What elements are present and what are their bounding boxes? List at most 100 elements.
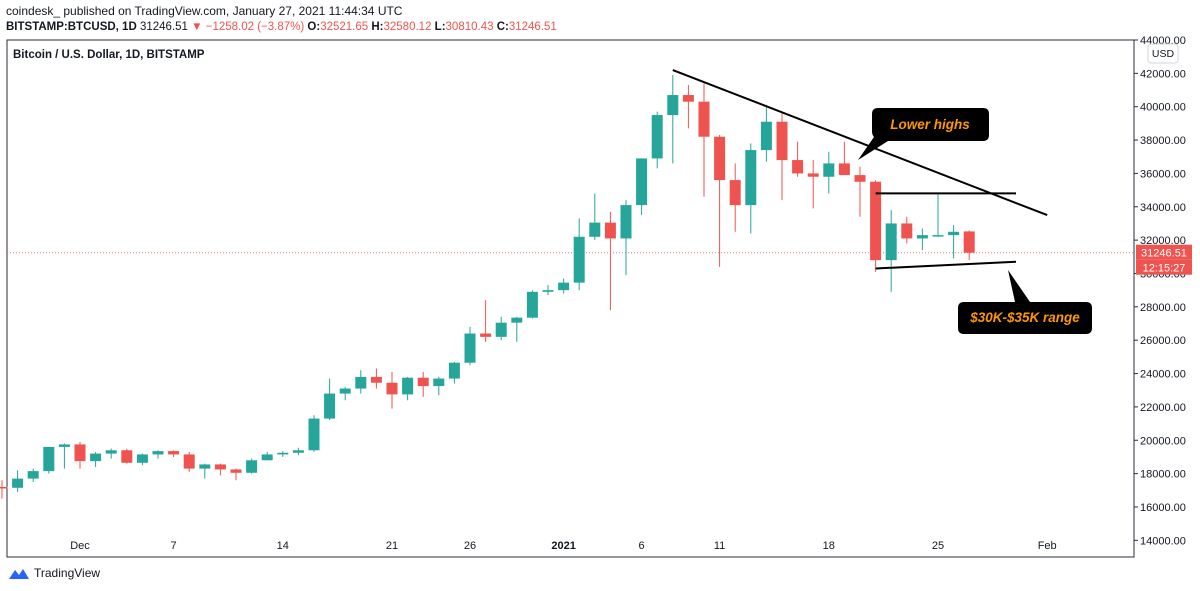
price-tick-label: 38000.00: [1140, 135, 1186, 147]
candle: [417, 371, 429, 397]
candle-body: [604, 222, 616, 239]
candle: [542, 285, 554, 296]
candle-body: [480, 333, 492, 337]
candle-body: [963, 231, 975, 253]
range-label: $30K-$35K range: [969, 310, 1080, 325]
last-price-tag: [1136, 244, 1192, 260]
close-value: 31246.51: [508, 21, 557, 33]
candle-body: [277, 452, 289, 455]
candle-body: [43, 446, 55, 472]
candle: [261, 451, 273, 461]
candle-body: [558, 282, 570, 291]
candle: [526, 290, 538, 319]
candle-body: [168, 451, 180, 455]
candle-body: [246, 460, 258, 473]
candle-body: [90, 453, 102, 462]
price-tick-label: 16000.00: [1140, 502, 1186, 514]
candle-body: [324, 393, 336, 419]
candle: [745, 143, 757, 234]
range-support: [875, 260, 1017, 270]
candle-body: [620, 205, 632, 239]
last-price-value: 31246.51: [139, 21, 188, 33]
candle-body: [714, 136, 726, 181]
candle: [932, 193, 944, 237]
time-tick-label: 21: [386, 540, 398, 552]
price-tick-label: 22000.00: [1140, 402, 1186, 414]
price-tick-label: 32000.00: [1140, 235, 1186, 247]
candle: [885, 210, 897, 292]
candle: [183, 451, 195, 472]
symbol-label: BITSTAMP:BTCUSD, 1D: [6, 21, 137, 33]
time-tick-label: 14: [277, 540, 289, 552]
countdown-tag-label: 12:15:27: [1143, 263, 1186, 275]
candle: [948, 225, 960, 259]
last-price-tag-label: 31246.51: [1141, 248, 1187, 260]
candle-body: [870, 181, 882, 261]
candle: [339, 386, 351, 401]
candle-body: [745, 150, 757, 206]
candle: [214, 463, 226, 476]
candle: [27, 468, 39, 482]
candle-body: [74, 444, 86, 462]
countdown-tag: [1136, 259, 1192, 275]
candle: [464, 326, 476, 366]
candle: [682, 85, 694, 129]
candle-body: [901, 223, 913, 239]
candle-body: [885, 223, 897, 261]
lower-highs-callout: Lower highs: [858, 108, 989, 160]
candle: [105, 448, 117, 459]
candle-body: [573, 236, 585, 283]
candle: [651, 111, 663, 169]
range-callout: $30K-$35K range: [958, 270, 1092, 334]
time-tick-label: 11: [714, 540, 725, 552]
candle: [620, 200, 632, 276]
candle: [823, 151, 835, 194]
candle: [355, 370, 367, 394]
down-arrow-icon: ▼: [191, 21, 203, 33]
candle-body: [308, 418, 320, 451]
candle: [58, 443, 70, 469]
time-tick-label: 18: [823, 540, 835, 552]
candle-body: [152, 451, 164, 455]
candle: [714, 135, 726, 267]
candle-body: [698, 101, 710, 137]
candle-body: [511, 317, 523, 323]
candle: [199, 463, 211, 479]
ohlc-legend: BITSTAMP:BTCUSD, 1D 31246.51 ▼ −1258.02 …: [6, 21, 557, 33]
candle: [667, 75, 679, 164]
candle: [277, 451, 289, 457]
price-tags: 31246.51 12:15:27: [1136, 244, 1192, 275]
candle-body: [433, 378, 445, 387]
candle: [511, 316, 523, 342]
candle-body: [948, 231, 960, 236]
candle-body: [526, 291, 538, 318]
candle-body: [792, 160, 804, 174]
candle-body: [854, 175, 866, 182]
candle: [168, 450, 180, 457]
chart-title: Bitcoin / U.S. Dollar, 1D, BITSTAMP: [13, 49, 205, 61]
price-tick-label: 40000.00: [1140, 102, 1186, 114]
candle-body: [12, 478, 24, 488]
price-axis: 14000.00 16000.00 18000.00 20000.00 22000.00…: [1134, 35, 1186, 547]
candle-body: [651, 115, 663, 159]
candle: [121, 448, 133, 464]
high-label: H:: [371, 21, 384, 33]
price-tick-label: 14000.00: [1140, 535, 1186, 547]
candle: [573, 218, 585, 291]
candle-body: [0, 486, 8, 489]
lower-highs-trendline: [672, 69, 1048, 217]
tradingview-footer[interactable]: TradingView: [8, 566, 100, 580]
time-tick-label: Feb: [1038, 540, 1057, 552]
candle: [308, 415, 320, 452]
candle: [402, 376, 414, 401]
candle: [901, 216, 913, 244]
currency-badge[interactable]: USD: [1147, 43, 1179, 64]
candle: [43, 446, 55, 474]
candle: [698, 83, 710, 197]
candle-series: [0, 75, 975, 499]
candle-body: [776, 121, 788, 161]
candle: [729, 163, 741, 232]
candle: [230, 468, 242, 481]
price-tick-label: 36000.00: [1140, 168, 1186, 180]
